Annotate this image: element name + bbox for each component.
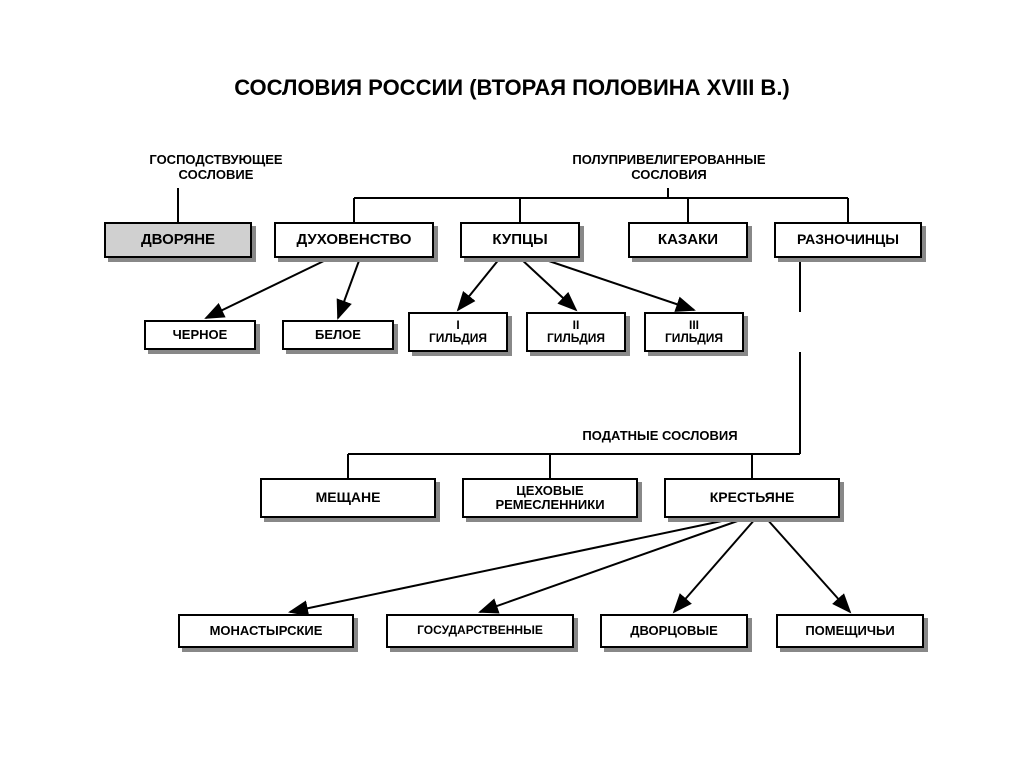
box-state: ГОСУДАРСТВЕННЫЕ bbox=[386, 614, 574, 648]
box-guild3: IIIГИЛЬДИЯ bbox=[644, 312, 744, 352]
box-nobles: ДВОРЯНЕ bbox=[104, 222, 252, 258]
connector-lines bbox=[0, 0, 1024, 767]
section-label-ruling: ГОСПОДСТВУЮЩЕЕСОСЛОВИЕ bbox=[116, 152, 316, 182]
box-razno: РАЗНОЧИНЦЫ bbox=[774, 222, 922, 258]
box-clergy: ДУХОВЕНСТВО bbox=[274, 222, 434, 258]
section-label-tax: ПОДАТНЫЕ СОСЛОВИЯ bbox=[550, 428, 770, 443]
box-black: ЧЕРНОЕ bbox=[144, 320, 256, 350]
box-monastery: МОНАСТЫРСКИЕ bbox=[178, 614, 354, 648]
box-guild1: IГИЛЬДИЯ bbox=[408, 312, 508, 352]
box-craftsmen: ЦЕХОВЫЕРЕМЕСЛЕННИКИ bbox=[462, 478, 638, 518]
box-guild2: IIГИЛЬДИЯ bbox=[526, 312, 626, 352]
box-cossacks: КАЗАКИ bbox=[628, 222, 748, 258]
box-white: БЕЛОЕ bbox=[282, 320, 394, 350]
box-peasants: КРЕСТЬЯНЕ bbox=[664, 478, 840, 518]
box-landlord: ПОМЕЩИЧЬИ bbox=[776, 614, 924, 648]
box-meshane: МЕЩАНЕ bbox=[260, 478, 436, 518]
section-label-semi: ПОЛУПРИВЕЛИГЕРОВАННЫЕСОСЛОВИЯ bbox=[524, 152, 814, 182]
box-merchants: КУПЦЫ bbox=[460, 222, 580, 258]
box-palace: ДВОРЦОВЫЕ bbox=[600, 614, 748, 648]
diagram-title: СОСЛОВИЯ РОССИИ (ВТОРАЯ ПОЛОВИНА XVIII В… bbox=[0, 75, 1024, 101]
